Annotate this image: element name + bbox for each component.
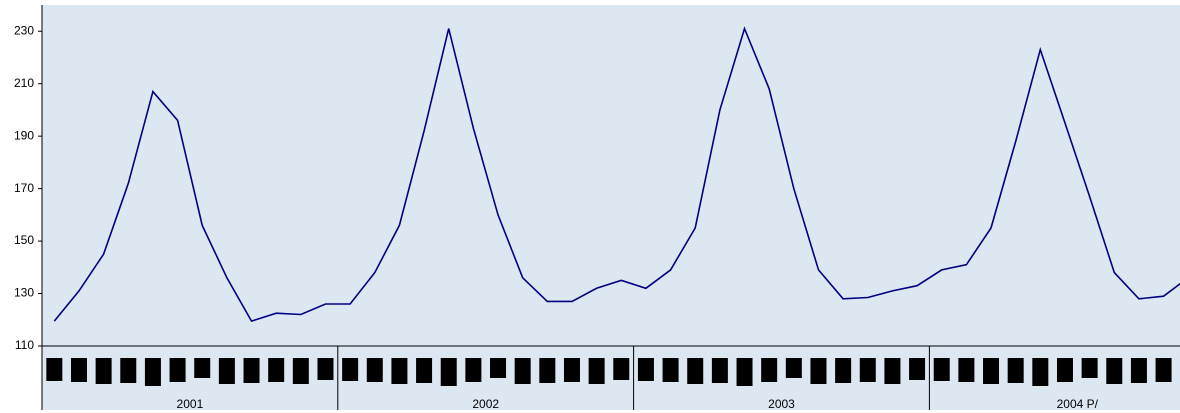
month-label-glyph [391,358,408,384]
year-label: 2004 P/ [1057,397,1099,411]
month-label-glyph [711,358,728,383]
y-tick-label: 150 [14,233,34,247]
month-label-glyph [490,358,507,378]
month-label-glyph [366,358,383,382]
month-label-glyph [194,358,211,378]
month-label-glyph [120,358,137,383]
month-label-glyph [983,358,1000,384]
month-label-area [46,358,1172,386]
year-label: 2002 [472,397,499,411]
month-label-glyph [268,358,285,382]
month-label-glyph [687,358,704,384]
month-label-glyph [835,358,852,383]
year-label: 2001 [177,397,204,411]
month-label-glyph [440,358,457,386]
month-label-glyph [785,358,802,378]
month-label-glyph [144,358,161,386]
month-label-glyph [736,358,753,386]
month-label-glyph [539,358,556,383]
month-label-glyph [169,358,186,382]
month-label-glyph [46,358,63,381]
y-tick-label: 230 [14,23,34,37]
month-label-glyph [514,358,531,384]
month-label-glyph [588,358,605,384]
month-label-glyph [1032,358,1049,386]
month-label-glyph [1056,358,1073,382]
month-label-glyph [810,358,827,384]
month-label-glyph [859,358,876,382]
month-label-glyph [909,358,926,380]
month-label-glyph [1007,358,1024,383]
month-label-glyph [563,358,580,382]
month-label-glyph [613,358,630,380]
month-label-glyph [1081,358,1098,378]
month-label-glyph [958,358,975,382]
y-tick-label: 130 [14,286,34,300]
month-label-glyph [342,358,359,381]
month-label-glyph [1130,358,1147,383]
month-label-glyph [95,358,112,384]
y-tick-label: 210 [14,76,34,90]
month-label-glyph [884,358,901,384]
month-label-glyph [1155,358,1172,382]
year-label: 2003 [768,397,795,411]
y-tick-label: 190 [14,128,34,142]
month-label-glyph [218,358,235,384]
plot-background [42,5,1180,410]
month-label-glyph [761,358,778,382]
month-label-glyph [292,358,309,384]
month-label-glyph [637,358,654,381]
y-tick-label: 170 [14,181,34,195]
month-label-glyph [416,358,433,383]
month-label-glyph [243,358,260,383]
month-label-glyph [933,358,950,381]
month-label-glyph [662,358,679,382]
month-label-glyph [317,358,334,380]
month-label-glyph [465,358,482,382]
y-tick-label: 110 [15,338,34,352]
month-label-glyph [1106,358,1123,384]
data-line [53,26,1180,323]
month-label-glyph [70,358,87,382]
